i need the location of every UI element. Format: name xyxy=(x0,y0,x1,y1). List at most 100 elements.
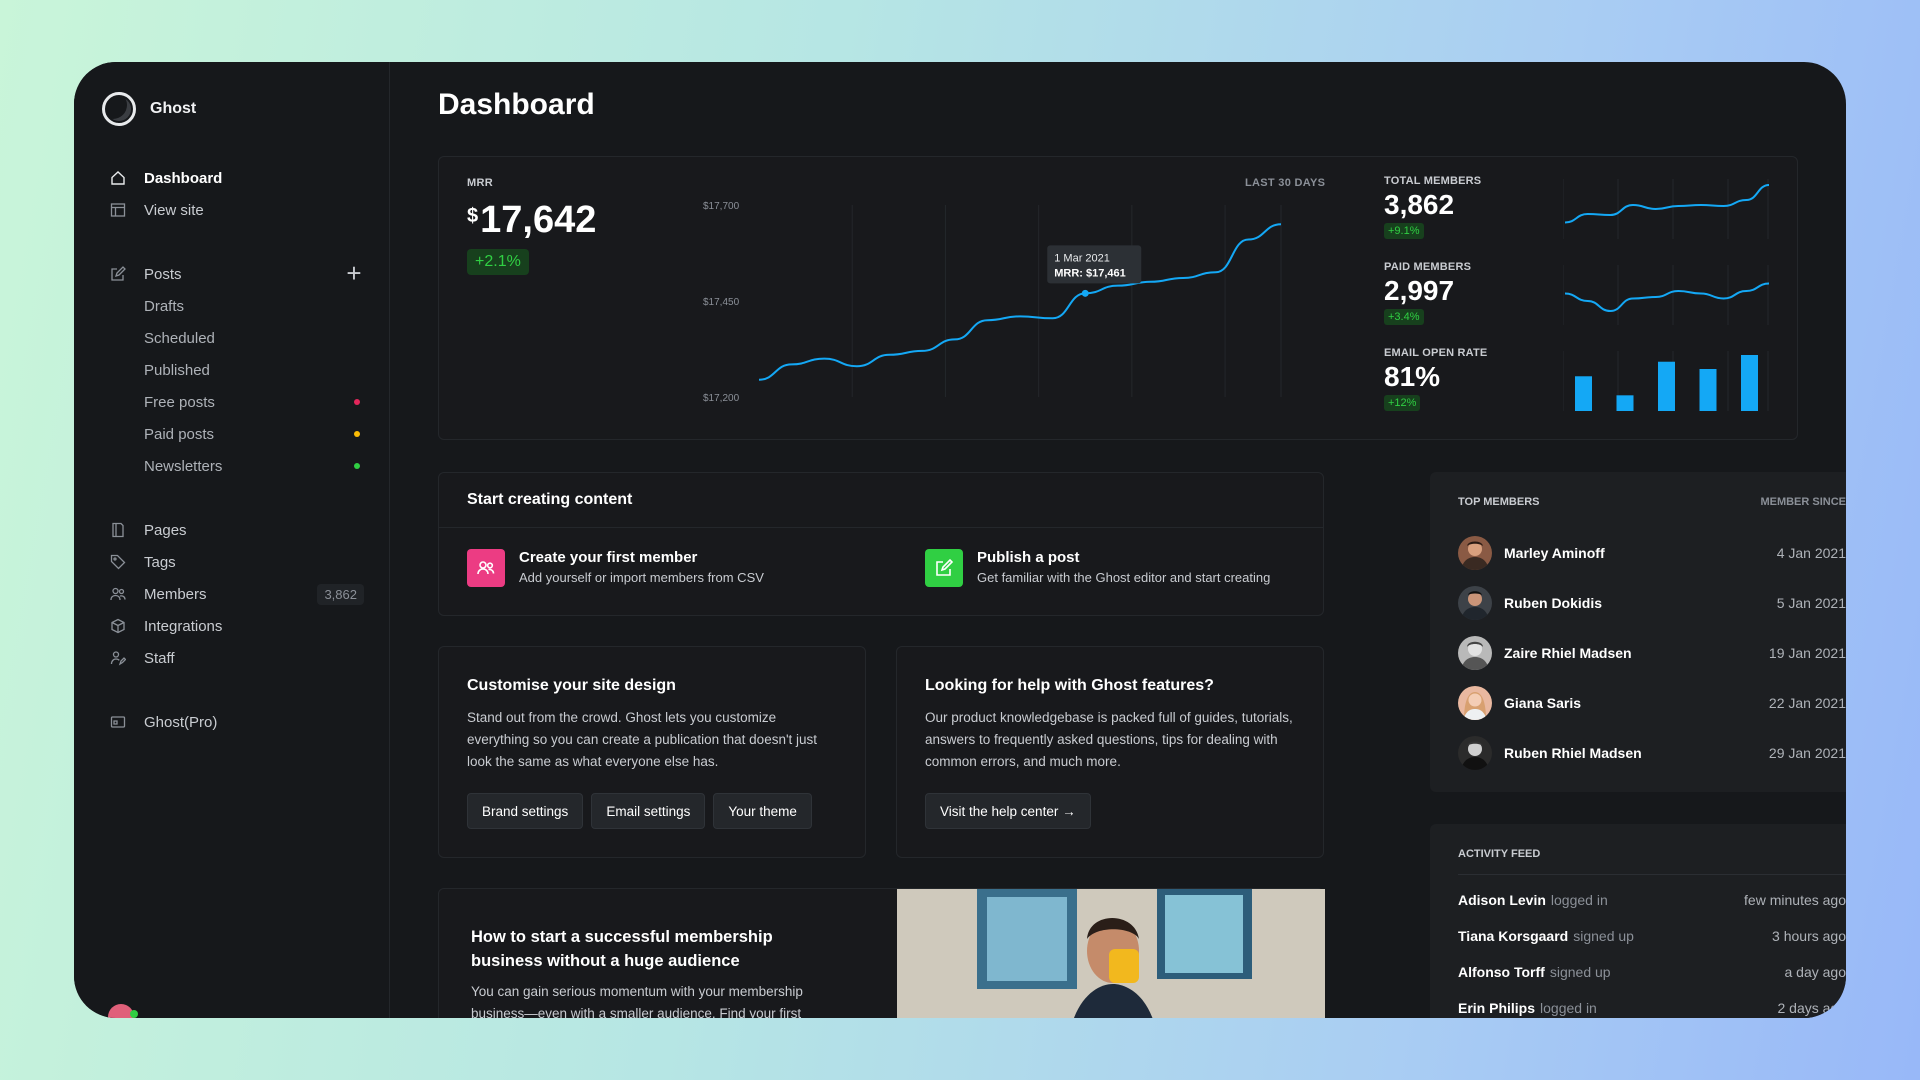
stat-value: 3,862 xyxy=(1384,189,1455,220)
sidebar-item-dashboard[interactable]: Dashboard xyxy=(110,162,364,194)
members-count-badge: 3,862 xyxy=(317,583,364,605)
customise-design-card: Customise your site design Stand out fro… xyxy=(438,646,866,858)
mrr-line-chart[interactable]: $17,700 $17,450 $17,200 1 Mar 2021 MRR: $17,… xyxy=(701,197,1291,407)
paid-members-line xyxy=(1564,282,1770,313)
publish-post-action[interactable]: Publish a post Get familiar with the Gho… xyxy=(925,549,1270,587)
sidebar-item-scheduled[interactable]: Scheduled xyxy=(110,322,364,354)
sidebar-item-posts[interactable]: Posts + xyxy=(110,258,364,290)
sidebar-item-label: Ghost(Pro) xyxy=(144,713,218,731)
activity-time: few minutes ago xyxy=(1744,892,1846,908)
user-avatar[interactable] xyxy=(108,1004,134,1018)
member-name: Zaire Rhiel Madsen xyxy=(1504,645,1632,661)
action-subtitle: Add yourself or import members from CSV xyxy=(519,570,764,585)
help-center-button[interactable]: Visit the help center → xyxy=(925,793,1091,829)
currency-symbol: $ xyxy=(467,205,479,227)
stat-value: 2,997 xyxy=(1384,275,1455,306)
y-tick-label: $17,700 xyxy=(703,201,740,212)
member-name: Marley Aminoff xyxy=(1504,545,1605,561)
your-theme-button[interactable]: Your theme xyxy=(713,793,812,829)
activity-row[interactable]: Alfonso Torff signed up a day ago xyxy=(1458,964,1846,980)
sidebar-item-members[interactable]: Members 3,862 xyxy=(110,578,364,610)
status-dot xyxy=(354,463,360,469)
mrr-label: MRR xyxy=(467,177,493,189)
brand-name: Ghost xyxy=(150,100,197,117)
action-title: Publish a post xyxy=(977,549,1080,566)
button-row: Visit the help center → xyxy=(925,793,1091,829)
stat-value: 81% xyxy=(1384,361,1441,392)
create-member-action[interactable]: Create your first member Add yourself or… xyxy=(467,549,764,587)
chart-tooltip: 1 Mar 2021 MRR: $17,461 xyxy=(1047,245,1142,284)
sidebar-item-staff[interactable]: Staff xyxy=(110,642,364,674)
divider xyxy=(1458,874,1846,875)
member-row[interactable]: Ruben Rhiel Madsen 29 Jan 2021 xyxy=(1458,736,1846,770)
sidebar-item-tags[interactable]: Tags xyxy=(110,546,364,578)
member-row[interactable]: Zaire Rhiel Madsen 19 Jan 2021 xyxy=(1458,636,1846,670)
range-label[interactable]: LAST 30 DAYS xyxy=(1245,177,1326,189)
mrr-amount: 17,642 xyxy=(480,199,597,241)
y-tick-label: $17,450 xyxy=(703,297,740,308)
member-since-label: MEMBER SINCE xyxy=(1760,496,1846,508)
sidebar-item-published[interactable]: Published xyxy=(110,354,364,386)
sidebar-item-label: Scheduled xyxy=(144,329,215,347)
mrr-card: MRR $17,642 +2.1% LAST 30 DAYS $17,700 $1… xyxy=(438,156,1798,440)
member-row[interactable]: Marley Aminoff 4 Jan 2021 xyxy=(1458,536,1846,570)
card-title: Customise your site design xyxy=(467,677,676,694)
sidebar-nav: Dashboard View site Posts + Drafts Sched… xyxy=(110,162,364,738)
sidebar-item-label: Dashboard xyxy=(144,169,223,187)
highlighted-point[interactable] xyxy=(1081,289,1089,297)
members-icon xyxy=(110,586,126,602)
sidebar-item-free-posts[interactable]: Free posts xyxy=(110,386,364,418)
activity-row[interactable]: Erin Philips logged in 2 days ago xyxy=(1458,1000,1846,1016)
member-date: 19 Jan 2021 xyxy=(1768,645,1846,661)
avatar xyxy=(1458,636,1492,670)
brand-settings-button[interactable]: Brand settings xyxy=(467,793,584,829)
email-settings-button[interactable]: Email settings xyxy=(591,793,706,829)
activity-row[interactable]: Tiana Korsgaard signed up 3 hours ago xyxy=(1458,928,1846,944)
sidebar-item-integrations[interactable]: Integrations xyxy=(110,610,364,642)
member-row[interactable]: Giana Saris 22 Jan 2021 xyxy=(1458,686,1846,720)
online-status-dot xyxy=(130,1010,138,1018)
activity-action: logged in xyxy=(1540,1000,1597,1016)
page-icon xyxy=(110,522,126,538)
tooltip-value: MRR: $17,461 xyxy=(1054,267,1126,279)
sidebar-item-paid-posts[interactable]: Paid posts xyxy=(110,418,364,450)
activity-user: Alfonso Torff xyxy=(1458,964,1545,980)
card-text: Stand out from the crowd. Ghost lets you… xyxy=(467,710,818,769)
tag-icon xyxy=(110,554,126,570)
card-icon xyxy=(110,714,126,730)
ghost-logo-icon xyxy=(102,92,136,126)
email-open-rate-bar xyxy=(1616,395,1634,411)
member-name: Ruben Dokidis xyxy=(1504,595,1603,611)
sidebar-item-drafts[interactable]: Drafts xyxy=(110,290,364,322)
brand[interactable]: Ghost xyxy=(102,92,196,126)
activity-time: 3 hours ago xyxy=(1772,928,1846,944)
paid-members-sparkline xyxy=(1563,265,1770,325)
email-open-rate-bars xyxy=(1563,351,1769,411)
stat-paid-members: PAID MEMBERS 2,997 +3.4% xyxy=(1384,261,1494,325)
sidebar-item-pages[interactable]: Pages xyxy=(110,514,364,546)
activity-user: Erin Philips xyxy=(1458,1000,1536,1016)
top-members-card: TOP MEMBERS MEMBER SINCE Marley Aminoff … xyxy=(1430,472,1846,792)
member-date: 22 Jan 2021 xyxy=(1768,695,1846,711)
article-excerpt: You can gain serious momentum with your … xyxy=(471,984,803,1018)
total-members-sparkline xyxy=(1563,179,1770,239)
article-card[interactable]: How to start a successful membership bus… xyxy=(438,888,1325,1018)
sidebar-item-label: Free posts xyxy=(144,393,215,411)
member-row[interactable]: Ruben Dokidis 5 Jan 2021 xyxy=(1458,586,1846,620)
email-open-rate-bar xyxy=(1699,369,1717,411)
sidebar-item-label: Staff xyxy=(144,649,175,667)
sidebar-item-ghost-pro[interactable]: Ghost(Pro) xyxy=(110,706,364,738)
activity-row[interactable]: Adison Levin logged in few minutes ago xyxy=(1458,892,1846,908)
activity-feed-title: ACTIVITY FEED xyxy=(1458,848,1541,860)
activity-action: signed up xyxy=(1573,928,1634,944)
add-post-button[interactable]: + xyxy=(346,258,362,288)
action-subtitle: Get familiar with the Ghost editor and s… xyxy=(977,570,1271,585)
avatar xyxy=(1458,586,1492,620)
sidebar-item-label: Members xyxy=(144,585,207,603)
mrr-series-line xyxy=(758,223,1282,381)
start-creating-card: Start creating content Create your first… xyxy=(438,472,1324,616)
sidebar-item-newsletters[interactable]: Newsletters xyxy=(110,450,364,482)
sidebar-item-view-site[interactable]: View site xyxy=(110,194,364,226)
member-date: 29 Jan 2021 xyxy=(1768,745,1846,761)
activity-action: logged in xyxy=(1550,892,1608,908)
